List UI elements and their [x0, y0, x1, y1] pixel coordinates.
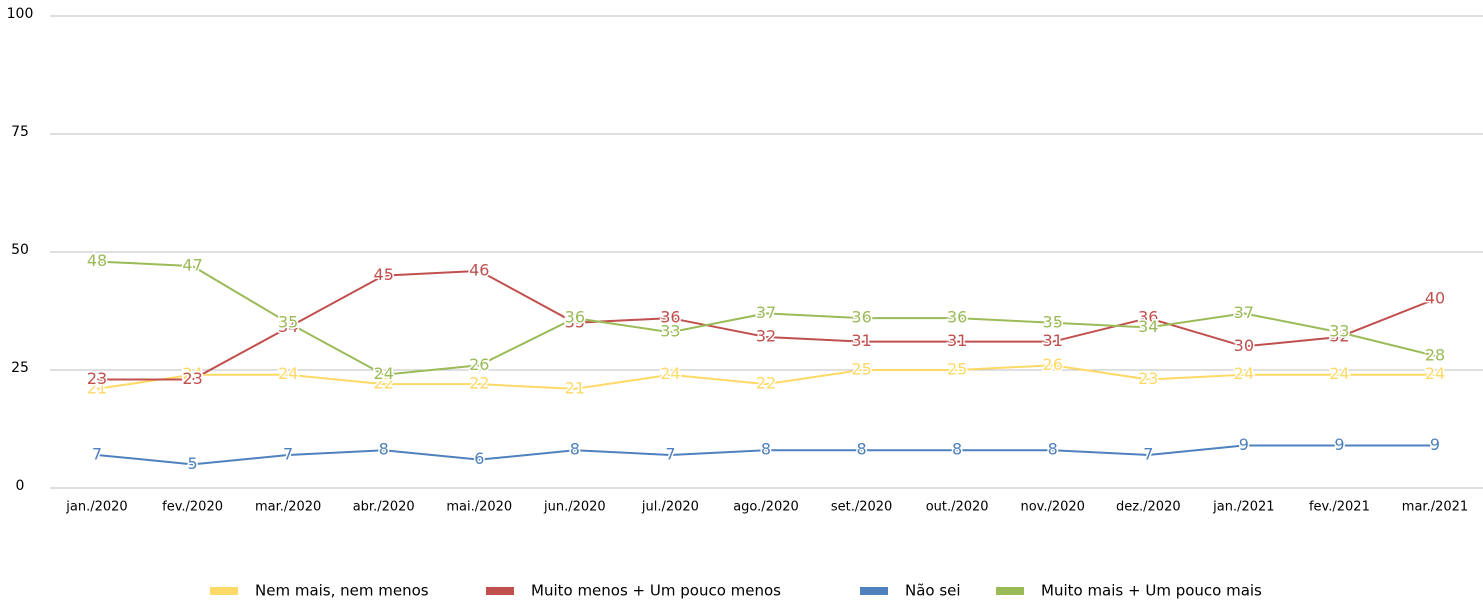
x-tick-label: fev./2020 [162, 500, 223, 515]
x-tick-label: ago./2020 [733, 500, 799, 515]
data-label: 24 [278, 364, 298, 383]
x-tick-label: out./2020 [926, 500, 989, 515]
data-label: 21 [87, 378, 107, 397]
data-label: 47 [182, 256, 202, 275]
legend-label: Nem mais, nem menos [255, 582, 429, 600]
series-line [96, 364, 1435, 390]
data-label: 28 [1425, 345, 1445, 364]
data-label: 25 [851, 360, 871, 379]
x-tick-label: mai./2020 [446, 500, 512, 515]
data-label: 8 [856, 440, 866, 459]
data-label: 33 [660, 322, 680, 341]
data-label: 23 [87, 369, 107, 388]
legend-swatch [210, 587, 238, 595]
data-label: 32 [1329, 326, 1349, 345]
series-line [96, 444, 1435, 466]
data-label: 26 [469, 355, 489, 374]
legend-label: Muito menos + Um pouco menos [531, 582, 781, 600]
data-label: 24 [660, 364, 680, 383]
data-label: 24 [1329, 364, 1349, 383]
legend-swatch [486, 587, 514, 595]
legend-label: Muito mais + Um pouco mais [1041, 582, 1262, 600]
x-tick-label: fev./2021 [1309, 500, 1370, 515]
data-label: 8 [761, 440, 771, 459]
data-label: 8 [570, 440, 580, 459]
data-label: 23 [182, 369, 202, 388]
x-tick-label: abr./2020 [353, 500, 415, 515]
data-label: 30 [1234, 336, 1254, 355]
x-tick-label: jan./2021 [1212, 500, 1274, 515]
data-label: 36 [565, 308, 585, 327]
y-tick-label: 0 [16, 478, 25, 494]
data-label: 36 [1138, 308, 1158, 327]
data-label: 34 [1138, 317, 1158, 336]
data-label: 24 [1425, 364, 1445, 383]
data-label: 7 [283, 444, 293, 463]
data-label: 36 [660, 308, 680, 327]
data-label: 24 [1234, 364, 1254, 383]
data-label: 22 [756, 374, 776, 393]
data-label: 37 [1234, 303, 1254, 322]
data-label: 45 [374, 265, 394, 284]
x-tick-label: nov./2020 [1020, 500, 1084, 515]
data-label: 9 [1239, 435, 1249, 454]
x-tick-label: jun./2020 [543, 500, 606, 515]
data-label: 24 [374, 364, 394, 383]
data-label: 23 [1138, 369, 1158, 388]
data-label: 36 [947, 308, 967, 327]
data-label: 25 [947, 360, 967, 379]
series-line [96, 260, 1436, 376]
y-tick-label: 25 [11, 360, 29, 376]
data-label: 7 [1143, 444, 1153, 463]
data-label: 8 [1048, 440, 1058, 459]
data-label: 7 [92, 444, 102, 463]
data-label: 9 [1430, 435, 1440, 454]
x-tick-label: jul./2020 [641, 500, 699, 515]
data-label: 26 [1043, 355, 1063, 374]
data-label: 5 [187, 454, 197, 473]
data-label: 32 [756, 326, 776, 345]
x-tick-label: mar./2020 [255, 500, 321, 515]
data-label: 34 [278, 317, 298, 336]
data-label: 37 [756, 303, 776, 322]
data-label: 40 [1425, 289, 1445, 308]
data-label: 48 [87, 251, 107, 270]
data-label: 6 [474, 449, 484, 468]
data-label: 35 [565, 312, 585, 331]
data-label: 33 [1329, 322, 1349, 341]
data-label: 31 [851, 331, 871, 350]
data-label: 36 [851, 308, 871, 327]
x-tick-label: set./2020 [831, 500, 892, 515]
data-label: 8 [952, 440, 962, 459]
y-tick-label: 100 [7, 6, 34, 22]
data-label: 35 [1043, 312, 1063, 331]
x-tick-label: jan./2020 [65, 500, 127, 515]
data-label: 46 [469, 260, 489, 279]
data-label: 7 [665, 444, 675, 463]
data-label: 9 [1334, 435, 1344, 454]
data-label: 35 [278, 312, 298, 331]
series-line [97, 269, 1436, 381]
data-label: 22 [469, 374, 489, 393]
x-tick-label: mar./2021 [1402, 500, 1468, 515]
y-tick-label: 75 [11, 124, 29, 140]
data-label: 31 [1043, 331, 1063, 350]
y-tick-label: 50 [11, 242, 29, 258]
data-label: 8 [379, 440, 389, 459]
x-tick-label: dez./2020 [1116, 500, 1181, 515]
legend-swatch [860, 587, 888, 595]
data-label: 22 [374, 374, 394, 393]
legend-label: Não sei [905, 582, 961, 600]
data-label: 24 [182, 364, 202, 383]
data-label: 31 [947, 331, 967, 350]
legend-swatch [996, 587, 1024, 595]
data-label: 21 [565, 378, 585, 397]
